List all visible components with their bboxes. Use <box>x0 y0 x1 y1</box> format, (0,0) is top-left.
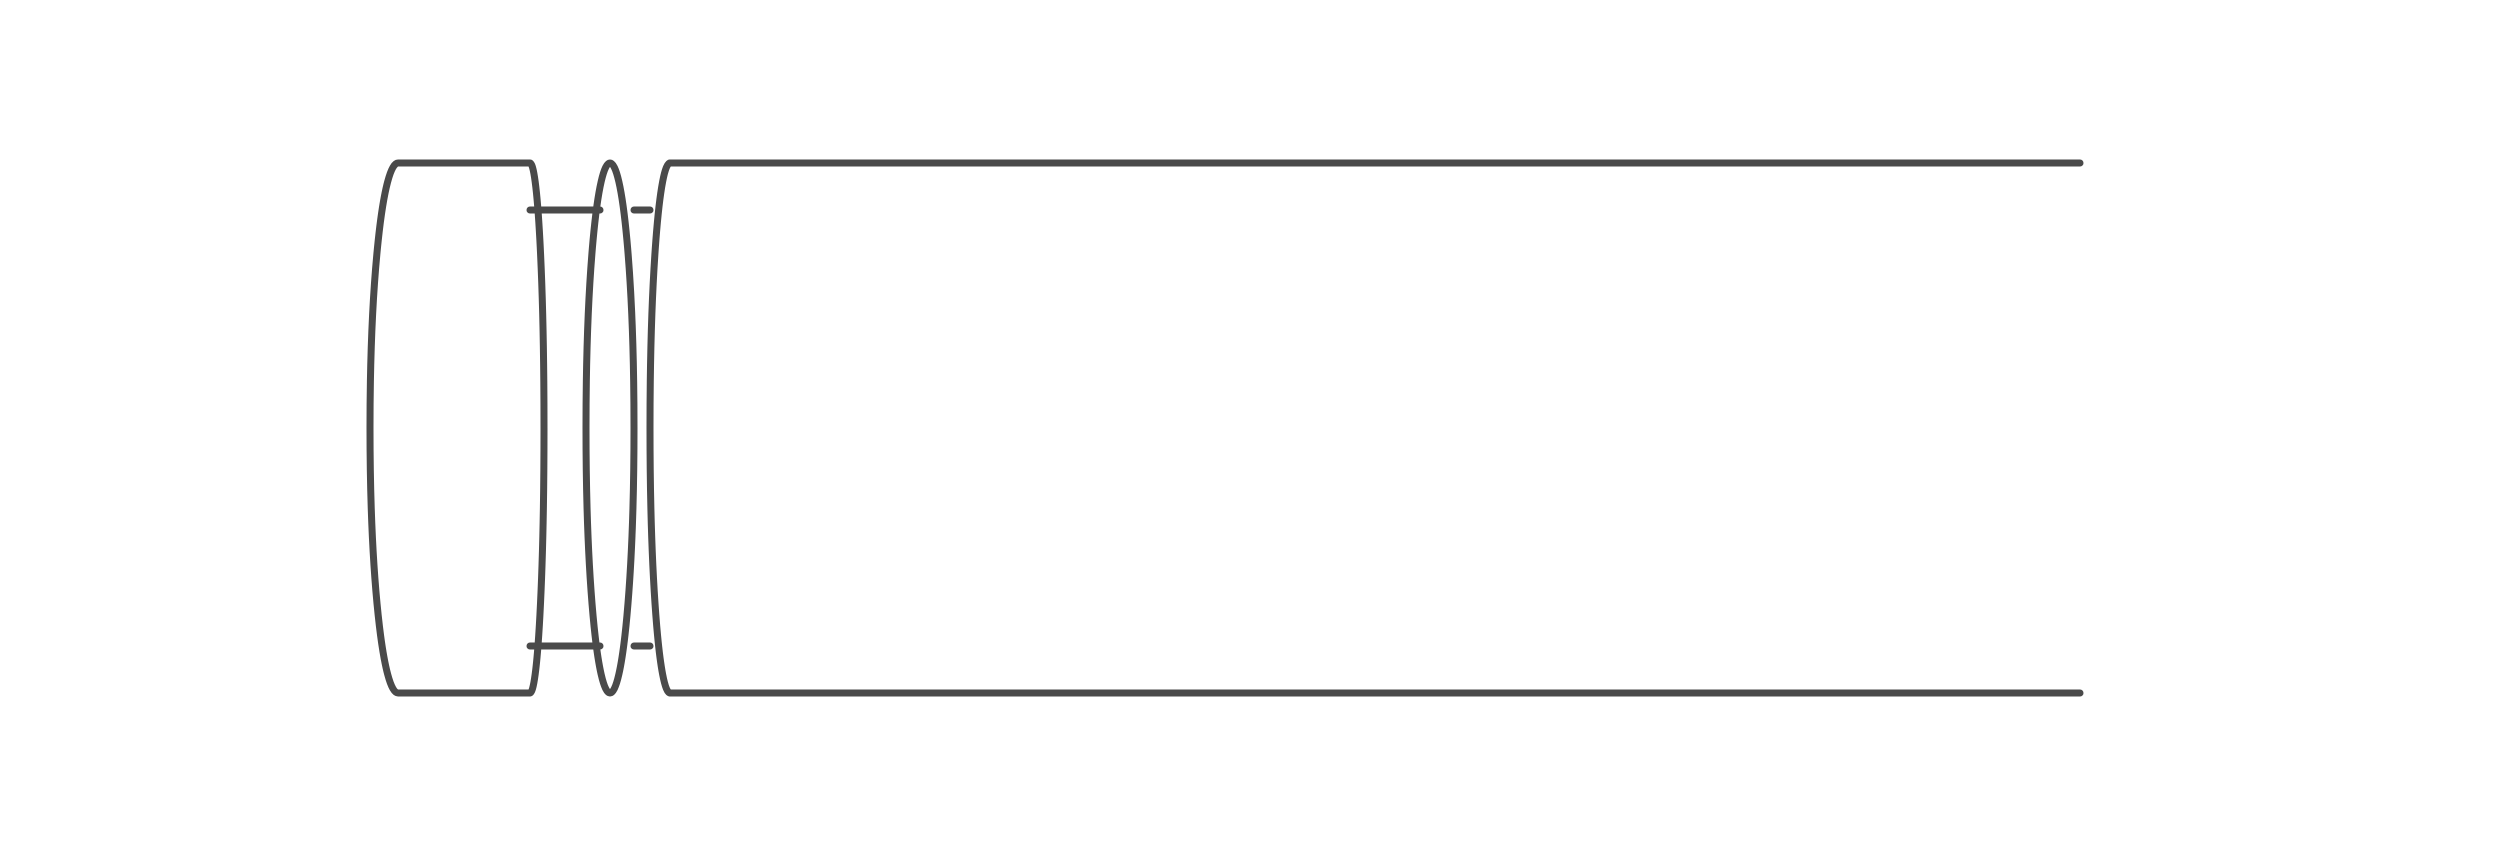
standoff-diagram <box>0 0 2500 857</box>
body-front-arc <box>650 163 670 693</box>
flange-ellipse <box>586 163 634 693</box>
cap-outline <box>370 163 544 693</box>
